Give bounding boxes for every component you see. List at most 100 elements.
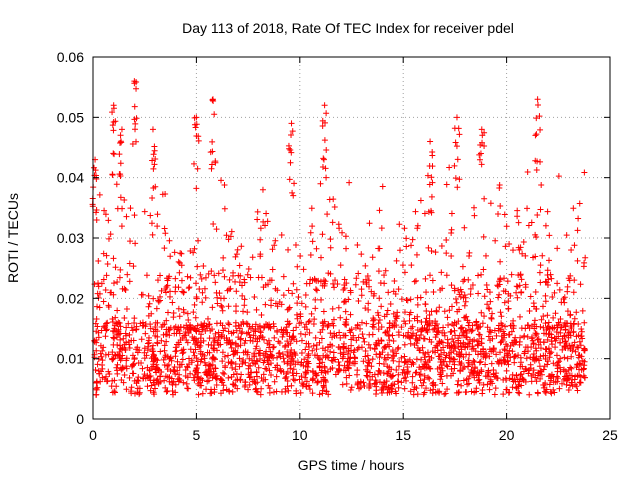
data-point bbox=[463, 334, 470, 341]
data-point bbox=[219, 303, 226, 310]
data-point bbox=[253, 388, 260, 395]
data-point bbox=[215, 329, 222, 336]
data-point bbox=[454, 156, 461, 163]
data-point bbox=[360, 379, 367, 386]
data-point bbox=[321, 137, 328, 144]
data-point bbox=[391, 278, 398, 285]
data-point bbox=[404, 297, 411, 304]
data-point bbox=[176, 313, 183, 320]
data-point bbox=[215, 270, 222, 277]
data-point bbox=[390, 352, 397, 359]
data-point bbox=[283, 373, 290, 380]
x-tick-label: 10 bbox=[292, 427, 308, 443]
data-point bbox=[131, 356, 138, 363]
data-point bbox=[487, 337, 494, 344]
data-point bbox=[297, 330, 304, 337]
data-point bbox=[400, 332, 407, 339]
data-point bbox=[472, 348, 479, 355]
data-point bbox=[254, 338, 261, 345]
data-point bbox=[206, 361, 212, 368]
data-point bbox=[172, 275, 179, 282]
data-point bbox=[508, 271, 515, 278]
data-point bbox=[195, 237, 202, 244]
data-point bbox=[280, 292, 287, 299]
data-point bbox=[517, 313, 524, 320]
data-point bbox=[444, 386, 451, 393]
data-point bbox=[148, 310, 155, 317]
data-point bbox=[352, 355, 359, 362]
data-point bbox=[93, 206, 100, 213]
data-point bbox=[538, 181, 545, 188]
data-point bbox=[240, 356, 247, 363]
data-point bbox=[319, 163, 326, 170]
data-point bbox=[461, 364, 468, 371]
data-point bbox=[290, 327, 297, 334]
data-point bbox=[239, 319, 246, 326]
data-point bbox=[369, 254, 376, 261]
data-point bbox=[162, 289, 169, 296]
data-point bbox=[154, 339, 161, 346]
data-point bbox=[542, 320, 549, 327]
data-point bbox=[205, 270, 212, 277]
data-point bbox=[538, 316, 545, 323]
data-point bbox=[206, 335, 213, 342]
data-point bbox=[364, 272, 371, 279]
data-point bbox=[475, 290, 482, 297]
data-point bbox=[461, 302, 468, 309]
data-point bbox=[571, 242, 578, 249]
data-point bbox=[350, 332, 357, 339]
data-point bbox=[198, 275, 205, 282]
data-point bbox=[199, 299, 206, 306]
data-point bbox=[273, 373, 280, 380]
y-tick-label: 0.02 bbox=[57, 290, 84, 306]
data-point bbox=[291, 377, 298, 384]
data-point bbox=[98, 280, 105, 287]
data-point bbox=[330, 196, 337, 203]
data-point bbox=[99, 347, 106, 354]
data-point bbox=[194, 165, 201, 172]
data-point bbox=[93, 216, 100, 223]
data-point bbox=[187, 324, 194, 331]
data-point bbox=[509, 339, 516, 346]
data-point bbox=[546, 330, 553, 337]
data-point bbox=[544, 282, 551, 289]
data-point bbox=[429, 390, 436, 397]
data-point bbox=[568, 365, 575, 372]
data-point bbox=[449, 335, 456, 342]
data-point bbox=[322, 369, 329, 376]
data-point bbox=[111, 151, 118, 158]
data-point bbox=[141, 355, 148, 362]
data-point bbox=[524, 322, 531, 329]
data-point bbox=[263, 366, 270, 373]
data-point bbox=[145, 343, 152, 350]
data-point bbox=[116, 274, 123, 281]
data-point bbox=[146, 334, 153, 341]
data-point bbox=[540, 382, 547, 389]
data-point bbox=[530, 300, 537, 307]
data-point bbox=[131, 103, 138, 110]
data-point bbox=[531, 317, 538, 324]
data-point bbox=[504, 278, 511, 285]
data-point bbox=[219, 331, 226, 338]
data-point bbox=[559, 380, 566, 387]
data-point bbox=[568, 353, 575, 360]
data-point bbox=[443, 372, 450, 379]
data-point bbox=[430, 326, 437, 333]
data-point bbox=[568, 379, 575, 386]
data-point bbox=[161, 225, 168, 232]
data-point bbox=[370, 292, 377, 299]
data-point bbox=[300, 266, 307, 273]
data-point bbox=[245, 266, 252, 273]
data-point bbox=[107, 231, 114, 238]
data-point bbox=[288, 149, 295, 156]
data-point bbox=[498, 320, 505, 327]
data-point bbox=[229, 364, 236, 371]
data-point bbox=[134, 377, 141, 384]
data-point bbox=[211, 272, 218, 279]
data-point bbox=[123, 363, 130, 370]
data-point bbox=[152, 323, 159, 330]
data-point bbox=[316, 355, 323, 362]
data-point bbox=[537, 368, 544, 375]
data-point bbox=[114, 367, 121, 374]
data-point bbox=[555, 321, 562, 328]
